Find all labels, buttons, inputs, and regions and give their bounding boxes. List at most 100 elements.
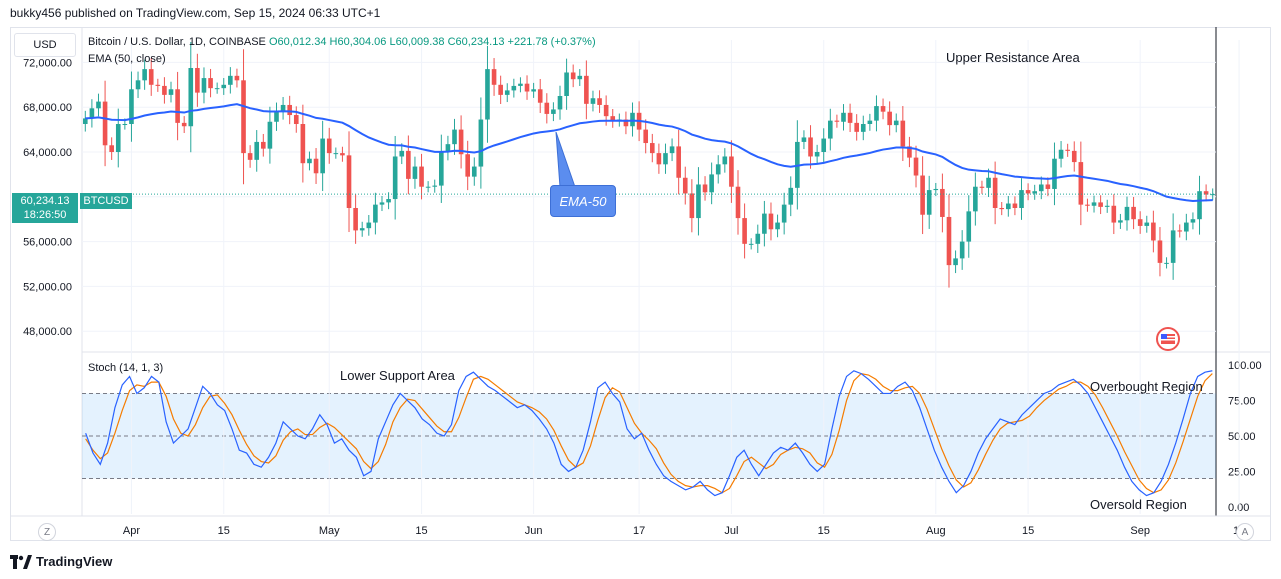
- candle-body: [801, 137, 807, 142]
- candle-body: [221, 84, 227, 89]
- candle-body: [768, 213, 774, 230]
- main-legend: Bitcoin / U.S. Dollar, 1D, COINBASE O60,…: [88, 36, 596, 48]
- candle-body: [992, 177, 998, 208]
- candle-body: [1210, 194, 1216, 196]
- candle-body: [762, 213, 767, 234]
- candle-body: [1157, 240, 1163, 263]
- candle-body: [247, 153, 253, 160]
- candle-body: [900, 120, 906, 147]
- candle-body: [893, 120, 899, 126]
- candle-body: [880, 106, 886, 112]
- time-tick-label: 17: [633, 525, 645, 537]
- candle-body: [504, 90, 510, 95]
- candle-body: [696, 184, 701, 219]
- candle-body: [808, 137, 813, 157]
- candle-body: [425, 186, 431, 188]
- candle-body: [419, 166, 424, 187]
- candle-body: [551, 109, 556, 114]
- candle-body: [1124, 206, 1130, 221]
- time-tick-label: Aug: [926, 525, 946, 537]
- candle-body: [148, 69, 154, 85]
- tradingview-logo-icon: [10, 554, 32, 569]
- candle-body: [326, 138, 332, 154]
- price-tick-label: 64,000.00: [23, 147, 72, 159]
- candle-body: [907, 146, 912, 158]
- candle-body: [1025, 190, 1031, 194]
- timezone-z-icon[interactable]: Z: [38, 523, 56, 541]
- upper-resistance-label: Upper Resistance Area: [946, 50, 1080, 65]
- candle-body: [874, 106, 879, 121]
- candle-body: [610, 116, 616, 121]
- candle-body: [175, 89, 180, 123]
- candle-body: [986, 177, 991, 188]
- legend-symbol: Bitcoin / U.S. Dollar, 1D, COINBASE: [88, 36, 266, 48]
- candle-body: [999, 208, 1005, 210]
- candle-body: [471, 166, 477, 177]
- candle-body: [1071, 150, 1077, 163]
- legend-open: O60,012.34: [268, 36, 327, 48]
- candle-body: [1170, 230, 1176, 263]
- candle-body: [1078, 162, 1084, 205]
- overbought-label: Overbought Region: [1090, 379, 1203, 394]
- stoch-k-line: [85, 370, 1213, 497]
- candle-body: [340, 153, 345, 156]
- candle-body: [775, 222, 780, 230]
- candle-body: [1144, 222, 1150, 226]
- time-tick-label: 15: [415, 525, 427, 537]
- candle-body: [524, 83, 530, 92]
- candle-body: [122, 124, 128, 125]
- auto-scale-a-icon[interactable]: A: [1236, 523, 1254, 541]
- candle-body: [234, 75, 240, 81]
- candle-body: [729, 156, 734, 187]
- candle-body: [953, 258, 958, 266]
- candle-body: [669, 146, 675, 154]
- ema-50-line: [85, 103, 1213, 202]
- candle-body: [1038, 184, 1044, 192]
- candle-body: [1052, 158, 1057, 189]
- candle-body: [280, 104, 286, 112]
- candle-body: [135, 80, 141, 90]
- candle-body: [155, 84, 161, 86]
- candle-body: [359, 228, 365, 231]
- chart-frame: [10, 27, 1271, 541]
- candle-body: [1085, 204, 1090, 206]
- candle-body: [959, 241, 965, 259]
- candle-body: [208, 78, 213, 89]
- candle-body: [129, 89, 134, 124]
- candle-body: [392, 156, 398, 200]
- currency-selector[interactable]: USD: [14, 33, 76, 57]
- candle-body: [537, 89, 543, 103]
- candle-body: [1058, 149, 1064, 159]
- candle-body: [676, 146, 681, 178]
- candle-body: [333, 153, 339, 155]
- candle-body: [564, 72, 569, 96]
- candle-body: [406, 150, 411, 179]
- candle-body: [973, 186, 978, 212]
- candle-body: [966, 211, 972, 242]
- candle-body: [142, 69, 147, 81]
- candle-body: [821, 138, 827, 152]
- candle-body: [715, 164, 721, 175]
- candle-body: [1184, 222, 1189, 232]
- candle-body: [781, 204, 787, 223]
- candle-body: [458, 129, 464, 155]
- candle-body: [748, 243, 754, 245]
- candle-body: [267, 121, 273, 149]
- candle-body: [557, 96, 563, 110]
- candle-body: [465, 154, 470, 177]
- candle-body: [841, 112, 846, 122]
- candle-body: [1019, 190, 1024, 208]
- candle-body: [320, 138, 325, 174]
- candle-body: [96, 101, 101, 109]
- us-flag-icon[interactable]: [1154, 327, 1182, 351]
- candle-body: [1137, 219, 1143, 226]
- candle-body: [518, 83, 523, 86]
- candle-body: [913, 157, 919, 176]
- candle-body: [1164, 262, 1169, 264]
- time-tick-label: Jun: [525, 525, 543, 537]
- ema-callout-pointer: [555, 131, 576, 188]
- candle-body: [485, 69, 490, 120]
- candle-body: [814, 152, 820, 157]
- stoch-tick-label: 25.00: [1228, 466, 1256, 478]
